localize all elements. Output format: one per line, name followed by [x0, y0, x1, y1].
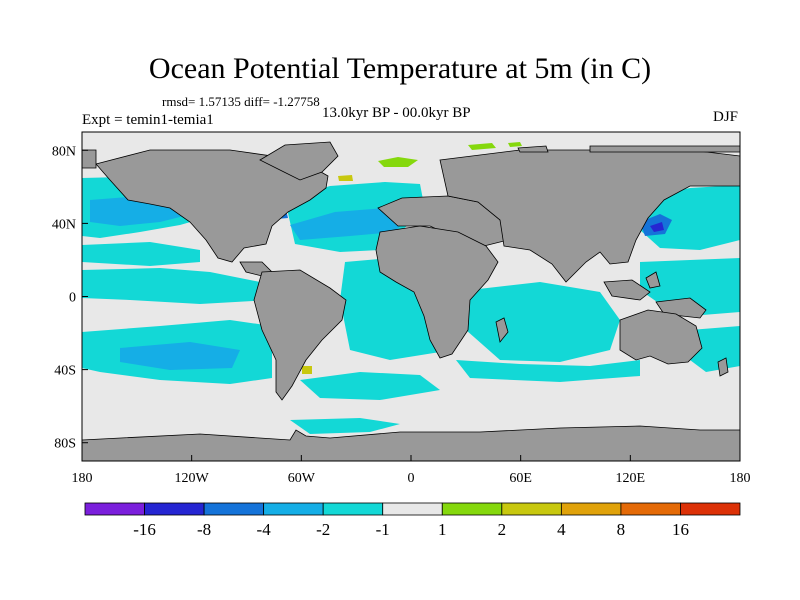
x-tick-label: 60W: [288, 471, 316, 486]
colorbar-label: 2: [498, 520, 507, 539]
colorbar-label: -4: [257, 520, 272, 539]
warming-labrador: [338, 175, 353, 181]
africa: [375, 225, 499, 359]
x-tick-label: 120E: [616, 471, 646, 486]
warming-nordic-seas: [378, 157, 418, 167]
colorbar-bin: [441, 502, 503, 516]
y-tick-label: 80S: [54, 437, 76, 452]
philippines: [645, 271, 661, 289]
cooling-weddell: [290, 418, 400, 434]
colorbar-bin: [501, 502, 562, 516]
y-tick-label: 0: [69, 291, 76, 306]
colorbar-bin: [680, 502, 741, 516]
rmsd-diff-stats: rmsd= 1.57135 diff= -1.27758: [162, 94, 320, 109]
cooling-subtropical-pacific: [82, 242, 200, 266]
antarctica: [82, 425, 740, 461]
colorbar-label: 1: [438, 520, 447, 539]
x-tick-label: 180: [730, 471, 751, 486]
land-mass: [82, 141, 740, 461]
season-label: DJF: [713, 109, 739, 125]
colorbar-label: 16: [672, 520, 689, 539]
y-tick-label: 40N: [52, 217, 76, 232]
arctic-land-west: [82, 149, 97, 169]
colorbar-bin: [382, 502, 443, 516]
colorbar-bin: [560, 502, 622, 516]
latitude-axis: 80N 40N 0 40S 80S: [52, 144, 88, 452]
x-tick-label: 120W: [175, 471, 210, 486]
x-tick-label: 0: [408, 471, 415, 486]
colorbar-bin: [322, 502, 384, 516]
period-label: 13.0kyr BP - 00.0kyr BP: [322, 105, 471, 121]
y-tick-label: 40S: [54, 364, 76, 379]
warming-barents-sea: [468, 143, 496, 150]
experiment-label: Expt = temin1-temia1: [82, 112, 214, 128]
colorbar-bin: [620, 502, 681, 516]
longitude-axis: 180 120W 60W 0 60E 120E 180: [72, 455, 751, 486]
cooling-south-pacific-core: [120, 342, 240, 370]
colorbar-label: -1: [376, 520, 390, 539]
warming-kara-sea: [508, 142, 522, 147]
warming-argentine: [302, 366, 312, 374]
y-tick-label: 80N: [52, 144, 76, 159]
cooling-south-atlantic: [300, 372, 440, 400]
cooling-southern-indian: [456, 360, 640, 382]
colorbar-bin: [144, 502, 205, 516]
arctic-land-east: [589, 145, 740, 153]
cooling-indian-ocean: [466, 282, 620, 362]
x-tick-label: 60E: [509, 471, 532, 486]
colorbar-label: -2: [316, 520, 330, 539]
colorbar-label: -16: [133, 520, 156, 539]
map-field: [82, 132, 740, 461]
cooling-equatorial-pacific: [82, 268, 270, 304]
x-tick-label: 180: [72, 471, 93, 486]
colorbar-bin: [263, 502, 324, 516]
novaya-zemlya: [517, 145, 549, 153]
colorbar-bin: [203, 502, 265, 516]
greenland: [259, 141, 339, 181]
australia: [619, 309, 703, 365]
colorbar-label: 4: [557, 520, 566, 539]
map-title: Ocean Potential Temperature at 5m (in C): [148, 52, 652, 85]
cooling-tasman-sea: [690, 326, 740, 372]
colorbar-label: -8: [197, 520, 211, 539]
cooling-kuroshio-core: [650, 222, 664, 232]
asia: [439, 149, 740, 283]
new-zealand: [717, 357, 729, 377]
colorbar: -16 -8 -4 -2 -1 1 2 4 8 16: [84, 502, 741, 539]
colorbar-bin: [84, 502, 145, 516]
colorbar-label: 8: [617, 520, 626, 539]
madagascar: [495, 317, 509, 343]
maritime-continent: [603, 279, 651, 301]
south-america: [253, 269, 347, 401]
